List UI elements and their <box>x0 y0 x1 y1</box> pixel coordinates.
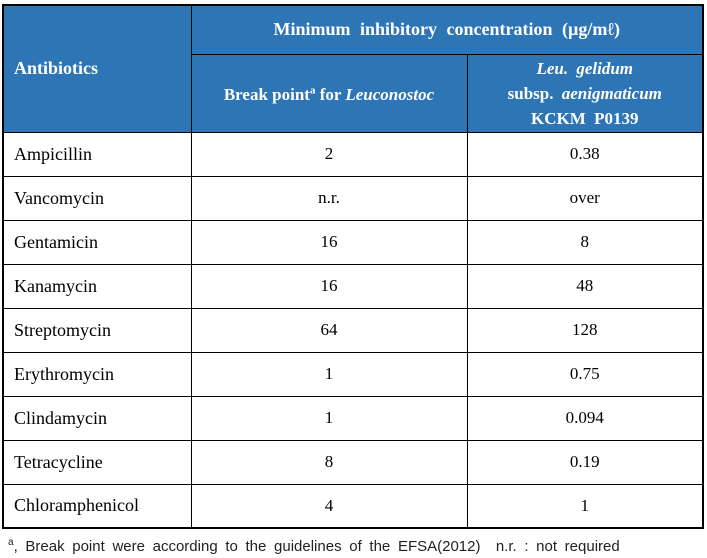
antibiotic-name: Kanamycin <box>2 263 192 309</box>
strain-column-header: Leu. gelidum subsp. aenigmaticum KCKM P0… <box>466 53 704 133</box>
table-row: Vancomycin n.r. over <box>2 175 704 221</box>
antibiotic-name: Streptomycin <box>2 307 192 353</box>
strain-name-line1: Leu. gelidum <box>469 56 702 81</box>
breakpoint-superscript: a <box>309 84 316 97</box>
table-row: Erythromycin 1 0.75 <box>2 351 704 397</box>
mic-value: 0.094 <box>466 395 704 441</box>
strain-accession: KCKM P0139 <box>531 108 639 128</box>
table-row: Gentamicin 16 8 <box>2 219 704 265</box>
break-point-value: 1 <box>190 395 468 441</box>
mic-table: Antibiotics Minimum inhibitory concentra… <box>2 4 705 529</box>
break-point-value: 64 <box>190 307 468 353</box>
breakpoint-header-genus: Leuconostoc <box>345 85 435 105</box>
footnote-superscript: a <box>8 537 14 548</box>
mic-value: 0.38 <box>466 131 704 177</box>
footnote-text: , Break point were according to the guid… <box>13 538 620 555</box>
mic-value: 0.75 <box>466 351 704 397</box>
antibiotic-name: Gentamicin <box>2 219 192 265</box>
antibiotic-name: Clindamycin <box>2 395 192 441</box>
mic-value: 8 <box>466 219 704 265</box>
breakpoint-column-header: Break pointa for Leuconostoc <box>190 53 468 133</box>
mic-value: 128 <box>466 307 704 353</box>
break-point-value: 8 <box>190 439 468 485</box>
table-row: Streptomycin 64 128 <box>2 307 704 353</box>
table-row: Chloramphenicol 4 1 <box>2 483 704 529</box>
antibiotic-name: Chloramphenicol <box>2 483 192 529</box>
mic-value: 1 <box>466 483 704 529</box>
strain-subsp-label: subsp. <box>507 83 562 103</box>
table-body: Ampicillin 2 0.38 Vancomycin n.r. over G… <box>2 131 704 529</box>
strain-name-line2: subsp. aenigmaticum <box>469 81 702 106</box>
break-point-value: 1 <box>190 351 468 397</box>
break-point-value: 2 <box>190 131 468 177</box>
mic-value: 48 <box>466 263 704 309</box>
break-point-value: 16 <box>190 263 468 309</box>
table-header: Antibiotics Minimum inhibitory concentra… <box>2 4 704 133</box>
strain-subsp-name: aenigmaticum <box>561 83 662 103</box>
antibiotic-name: Erythromycin <box>2 351 192 397</box>
table-row: Ampicillin 2 0.38 <box>2 131 704 177</box>
strain-genus-species: Leu. gelidum <box>536 58 634 78</box>
mic-group-header: Minimum inhibitory concentration (µg/mℓ) <box>190 4 704 55</box>
mic-value: over <box>466 175 704 221</box>
mic-value: 0.19 <box>466 439 704 485</box>
antibiotic-name: Vancomycin <box>2 175 192 221</box>
footnote: a, Break point were according to the gui… <box>2 537 704 555</box>
antibiotic-name: Ampicillin <box>2 131 192 177</box>
table-row: Tetracycline 8 0.19 <box>2 439 704 485</box>
table-row: Clindamycin 1 0.094 <box>2 395 704 441</box>
breakpoint-header-text: Break pointa for Leuconostoc <box>223 84 435 105</box>
antibiotic-name: Tetracycline <box>2 439 192 485</box>
table-row: Kanamycin 16 48 <box>2 263 704 309</box>
break-point-value: 4 <box>190 483 468 529</box>
breakpoint-header-middle: for <box>315 85 346 105</box>
antibiotics-column-header: Antibiotics <box>2 4 192 133</box>
breakpoint-header-prefix: Break point <box>223 85 310 105</box>
break-point-value: 16 <box>190 219 468 265</box>
break-point-value: n.r. <box>190 175 468 221</box>
